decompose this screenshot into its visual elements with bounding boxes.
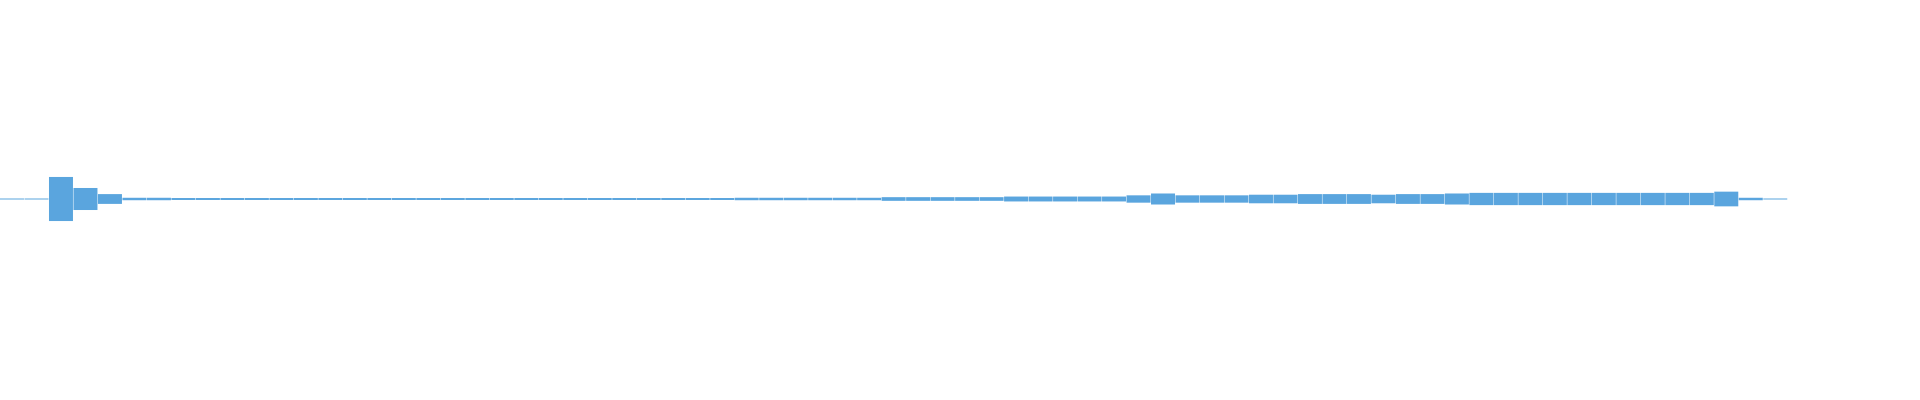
amplitude-bin <box>1542 192 1567 206</box>
amplitude-bin <box>636 198 661 200</box>
amplitude-bin <box>1518 192 1543 206</box>
amplitude-bin <box>612 198 637 200</box>
amplitude-bin <box>979 197 1004 201</box>
amplitude-bin <box>832 197 857 201</box>
amplitude-bin <box>97 194 122 204</box>
amplitude-bin <box>930 197 955 201</box>
amplitude-bin <box>318 198 343 200</box>
amplitude-bin <box>1273 194 1298 204</box>
amplitude-bin <box>1567 192 1592 206</box>
amplitude-bin <box>269 198 294 200</box>
amplitude-bin <box>0 198 24 200</box>
amplitude-bin <box>563 198 588 200</box>
amplitude-bin <box>587 198 612 200</box>
amplitude-bin <box>1371 194 1396 204</box>
amplitude-bin <box>955 197 980 201</box>
amplitude-bin <box>1395 194 1420 204</box>
amplitude-bin <box>122 197 147 201</box>
amplitude-bin <box>1322 194 1347 204</box>
amplitude-bin <box>1248 194 1273 204</box>
amplitude-bin <box>1102 196 1127 202</box>
amplitude-bin <box>24 198 49 200</box>
amplitude-bin <box>73 187 98 211</box>
waveform <box>0 176 1788 222</box>
amplitude-bin <box>465 198 490 200</box>
amplitude-bin <box>710 198 735 200</box>
amplitude-bin <box>514 198 539 200</box>
amplitude-bin <box>1665 192 1690 206</box>
amplitude-bin <box>171 198 196 200</box>
amplitude-bin <box>1028 196 1053 202</box>
amplitude-bin <box>367 198 392 200</box>
amplitude-bin <box>906 197 931 201</box>
amplitude-bin <box>440 198 465 200</box>
amplitude-bin <box>1126 195 1151 203</box>
amplitude-bin <box>808 197 833 201</box>
amplitude-bin <box>1714 191 1739 207</box>
amplitude-bin <box>391 198 416 200</box>
amplitude-bin <box>1763 198 1788 200</box>
amplitude-bin <box>195 198 220 200</box>
amplitude-bin <box>1493 192 1518 206</box>
amplitude-bin <box>881 197 906 201</box>
amplitude-bin <box>685 198 710 200</box>
amplitude-bin <box>1738 197 1763 201</box>
amplitude-bin <box>146 197 171 201</box>
amplitude-bin <box>1077 196 1102 202</box>
amplitude-bin <box>293 198 318 200</box>
amplitude-bin <box>1591 192 1616 206</box>
amplitude-bin <box>1689 192 1714 206</box>
amplitude-bin <box>342 198 367 200</box>
amplitude-bin <box>661 198 686 200</box>
amplitude-bin <box>244 198 269 200</box>
amplitude-bin <box>1469 192 1494 206</box>
amplitude-bin <box>538 198 563 200</box>
amplitude-bin <box>1200 195 1224 203</box>
amplitude-bin <box>1420 194 1445 204</box>
amplitude-bin <box>857 197 882 201</box>
amplitude-bin <box>416 198 441 200</box>
amplitude-bin <box>734 197 759 201</box>
amplitude-bin <box>1444 193 1469 205</box>
amplitude-bin <box>1053 196 1078 202</box>
amplitude-bin <box>783 197 808 201</box>
amplitude-bin <box>220 198 245 200</box>
amplitude-bin <box>1004 196 1029 202</box>
amplitude-bin <box>1224 195 1249 203</box>
amplitude-bin <box>489 198 514 200</box>
amplitude-bin <box>759 197 784 201</box>
amplitude-bin <box>48 176 73 222</box>
amplitude-bin <box>1346 194 1371 204</box>
amplitude-bin <box>1297 194 1322 204</box>
amplitude-bin <box>1640 192 1665 206</box>
amplitude-bin <box>1616 192 1641 206</box>
amplitude-bin <box>1151 193 1176 205</box>
amplitude-bin <box>1175 195 1200 203</box>
